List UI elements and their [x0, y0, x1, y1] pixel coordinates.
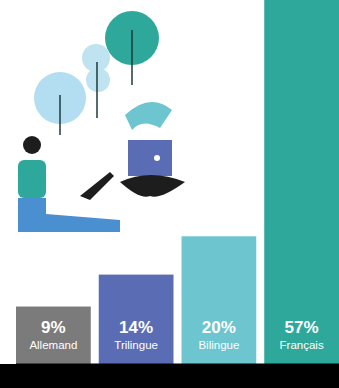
- person-legs: [120, 175, 185, 197]
- data-label: 9%: [41, 318, 66, 337]
- book-dot: [154, 155, 160, 161]
- tree-trunk: [59, 95, 61, 135]
- laptop: [80, 172, 114, 200]
- tree-trunk: [131, 30, 133, 85]
- x-axis: [16, 364, 339, 365]
- tree-trunk: [96, 62, 98, 118]
- bar: [264, 0, 339, 364]
- labels: 9% Allemand 14% Trilingue 20% Bilingue 57% Fran…: [29, 318, 324, 351]
- person-head: [23, 136, 41, 154]
- person-body: [18, 160, 46, 198]
- person-legs: [18, 198, 120, 232]
- book: [128, 140, 172, 176]
- category-label: Trilingue: [114, 339, 158, 351]
- baseline-band: [0, 364, 339, 388]
- category-label: Français: [280, 339, 324, 351]
- data-label: 20%: [202, 318, 236, 337]
- illustration: [18, 11, 185, 232]
- bar: [182, 236, 257, 364]
- person-hair: [125, 102, 172, 130]
- tree: [82, 44, 110, 72]
- data-label: 57%: [285, 318, 319, 337]
- category-label: Bilingue: [198, 339, 239, 351]
- chart: 9% Allemand 14% Trilingue 20% Bilingue 57% Fran…: [0, 0, 339, 388]
- tree: [86, 68, 110, 92]
- bar: [99, 275, 174, 364]
- bar: [16, 307, 91, 364]
- bars: [16, 0, 339, 364]
- data-label: 14%: [119, 318, 153, 337]
- category-label: Allemand: [29, 339, 77, 351]
